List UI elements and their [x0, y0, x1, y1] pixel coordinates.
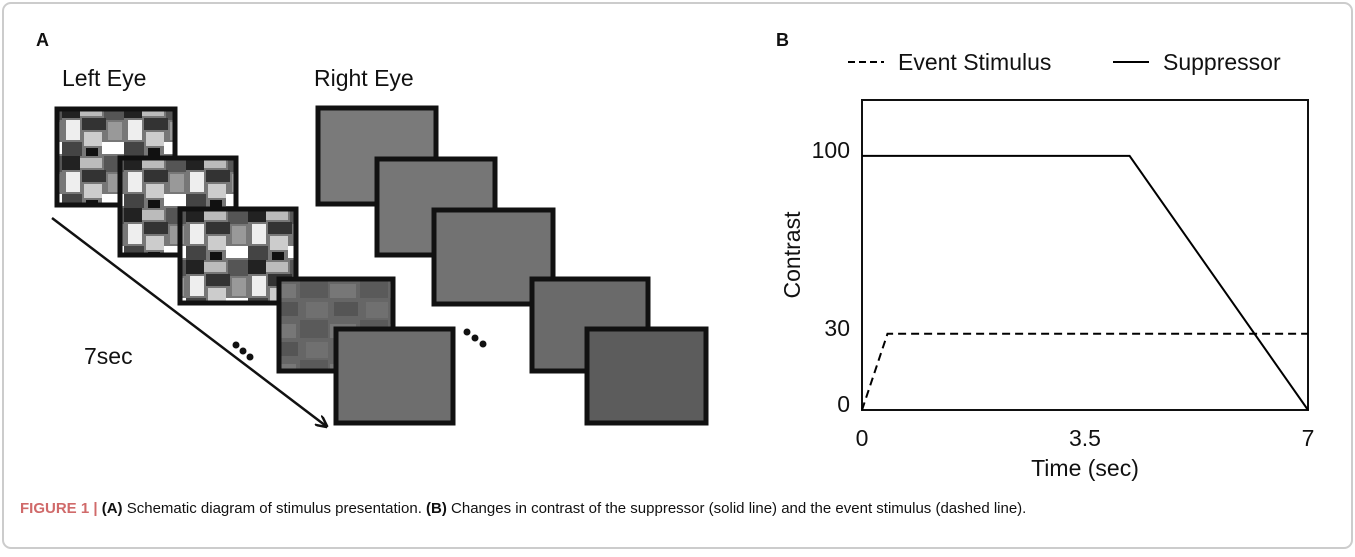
caption-label: FIGURE 1 | [20, 500, 98, 517]
right-eye-frames [315, 105, 709, 426]
left-eye-label: Left Eye [62, 65, 146, 91]
caption-a-text: Schematic diagram of stimulus presentati… [127, 500, 422, 517]
x-tick-label: 3.5 [1069, 425, 1101, 451]
y-tick-label: 100 [812, 137, 850, 163]
caption-a-label: (A) [102, 500, 123, 517]
caption-b-text: Changes in contrast of the suppressor (s… [451, 500, 1026, 517]
right-eye-label: Right Eye [314, 65, 414, 91]
time-arrow [51, 217, 326, 426]
panel-label: B [776, 30, 789, 50]
x-tick-label: 0 [856, 425, 869, 451]
caption-b-label: (B) [426, 500, 447, 517]
y-tick-label: 0 [837, 391, 850, 417]
left-eye-frames [54, 106, 456, 426]
plot-frame [861, 99, 1309, 411]
chart: 0 30 100 0 3.5 7 Event Stimulus Suppressor [812, 49, 1315, 451]
legend-label: Event Stimulus [898, 49, 1051, 75]
panel-label: A [36, 30, 49, 50]
frame [333, 326, 456, 426]
y-axis-title: Contrast [779, 211, 805, 299]
x-axis-title: Time (sec) [1031, 455, 1139, 481]
x-tick-label: 7 [1302, 425, 1315, 451]
y-tick-label: 30 [824, 315, 850, 341]
figure-border [2, 2, 1353, 549]
frame [584, 326, 709, 426]
ellipsis [232, 328, 487, 361]
series-line [861, 332, 1308, 411]
duration-label: 7sec [84, 343, 133, 369]
caption: FIGURE 1 | (A) Schematic diagram of stim… [20, 500, 1026, 517]
series-line [862, 154, 1309, 411]
legend-label: Suppressor [1163, 49, 1281, 75]
